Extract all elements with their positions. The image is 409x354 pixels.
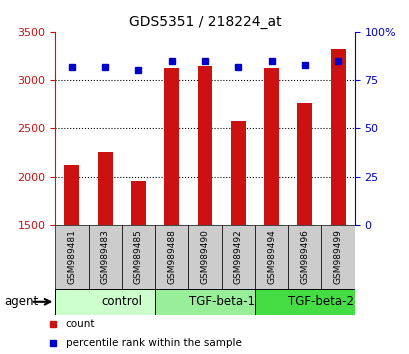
Text: GSM989483: GSM989483 <box>101 229 110 284</box>
Text: GSM989485: GSM989485 <box>134 229 143 284</box>
Bar <box>155 225 188 289</box>
Bar <box>297 103 312 225</box>
Title: GDS5351 / 218224_at: GDS5351 / 218224_at <box>128 16 281 29</box>
Bar <box>155 289 254 315</box>
Bar <box>131 181 146 225</box>
Text: GSM989490: GSM989490 <box>200 229 209 284</box>
Bar <box>97 153 112 225</box>
Text: TGF-beta-1: TGF-beta-1 <box>188 295 254 308</box>
Bar <box>121 225 155 289</box>
Text: GSM989481: GSM989481 <box>67 229 76 284</box>
Text: percentile rank within the sample: percentile rank within the sample <box>65 338 241 348</box>
Bar <box>254 289 354 315</box>
Text: GSM989496: GSM989496 <box>299 229 308 284</box>
Text: GSM989499: GSM989499 <box>333 229 342 284</box>
Bar <box>230 121 245 225</box>
Bar <box>221 225 254 289</box>
Bar <box>88 225 121 289</box>
Bar <box>55 225 88 289</box>
Text: control: control <box>101 295 142 308</box>
Bar <box>288 225 321 289</box>
Bar <box>188 225 221 289</box>
Text: GSM989494: GSM989494 <box>266 229 275 284</box>
Text: TGF-beta-2: TGF-beta-2 <box>288 295 353 308</box>
Bar <box>254 225 288 289</box>
Text: GSM989488: GSM989488 <box>167 229 176 284</box>
Bar <box>164 68 179 225</box>
Text: GSM989492: GSM989492 <box>233 229 242 284</box>
Bar <box>330 49 345 225</box>
Bar <box>197 65 212 225</box>
Bar <box>55 289 155 315</box>
Text: count: count <box>65 319 95 329</box>
Bar <box>263 68 278 225</box>
Bar <box>64 165 79 225</box>
Text: agent: agent <box>4 295 38 308</box>
Bar <box>321 225 354 289</box>
